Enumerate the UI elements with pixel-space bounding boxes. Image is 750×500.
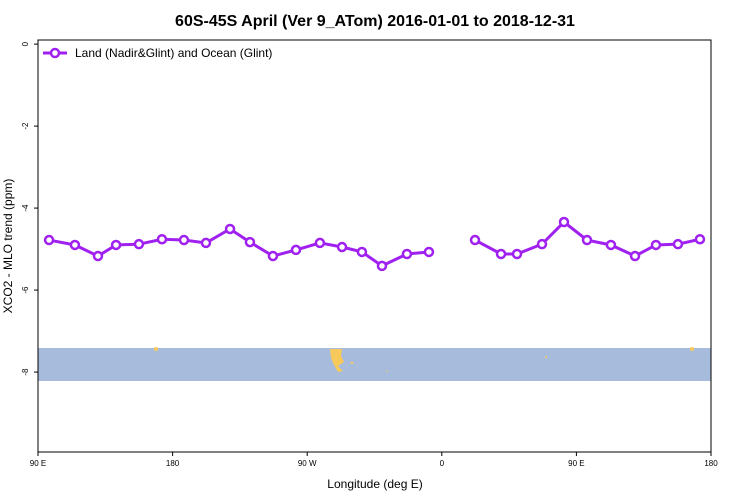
point <box>672 238 684 250</box>
point <box>178 234 190 246</box>
point <box>110 239 122 251</box>
legend-marker <box>49 47 61 59</box>
chart-title: 60S-45S April (Ver 9_ATom) 2016-01-01 to… <box>175 13 575 30</box>
series-line <box>48 220 701 268</box>
point <box>314 237 326 249</box>
x-tick-label: 180 <box>166 459 180 468</box>
x-tick-label: 90 E <box>30 459 46 468</box>
point <box>69 239 81 251</box>
point <box>536 238 548 250</box>
map-strip <box>38 347 711 381</box>
legend-label: Land (Nadir&Glint) and Ocean (Glint) <box>75 46 272 60</box>
y-tick-label: 0 <box>21 41 30 46</box>
point <box>244 236 256 248</box>
point <box>356 246 368 258</box>
point <box>650 239 662 251</box>
point <box>558 216 570 228</box>
point <box>694 233 706 245</box>
point <box>376 260 388 272</box>
point <box>156 233 168 245</box>
point <box>495 248 507 260</box>
point <box>605 239 617 251</box>
point <box>401 248 413 260</box>
y-tick-label: -6 <box>21 286 30 294</box>
plot-frame <box>37 39 712 453</box>
point <box>133 238 145 250</box>
y-tick-label: -4 <box>21 204 30 212</box>
point <box>200 237 212 249</box>
x-tick-label: 180 <box>704 459 718 468</box>
point <box>224 223 236 235</box>
point <box>469 234 481 246</box>
x-tick-label: 90 E <box>568 459 584 468</box>
y-axis-label: XCO2 - MLO trend (ppm) <box>1 179 15 314</box>
point <box>290 244 302 256</box>
point <box>423 246 435 258</box>
x-axis-label: Longitude (deg E) <box>327 477 422 491</box>
point <box>581 234 593 246</box>
point <box>511 248 523 260</box>
point <box>92 250 104 262</box>
point <box>267 250 279 262</box>
x-tick-label: 0 <box>440 459 445 468</box>
point <box>336 241 348 253</box>
y-tick-label: -8 <box>21 368 30 376</box>
point <box>629 250 641 262</box>
x-tick-label: 90 W <box>298 459 317 468</box>
y-tick-label: -2 <box>21 122 30 130</box>
point <box>43 234 55 246</box>
